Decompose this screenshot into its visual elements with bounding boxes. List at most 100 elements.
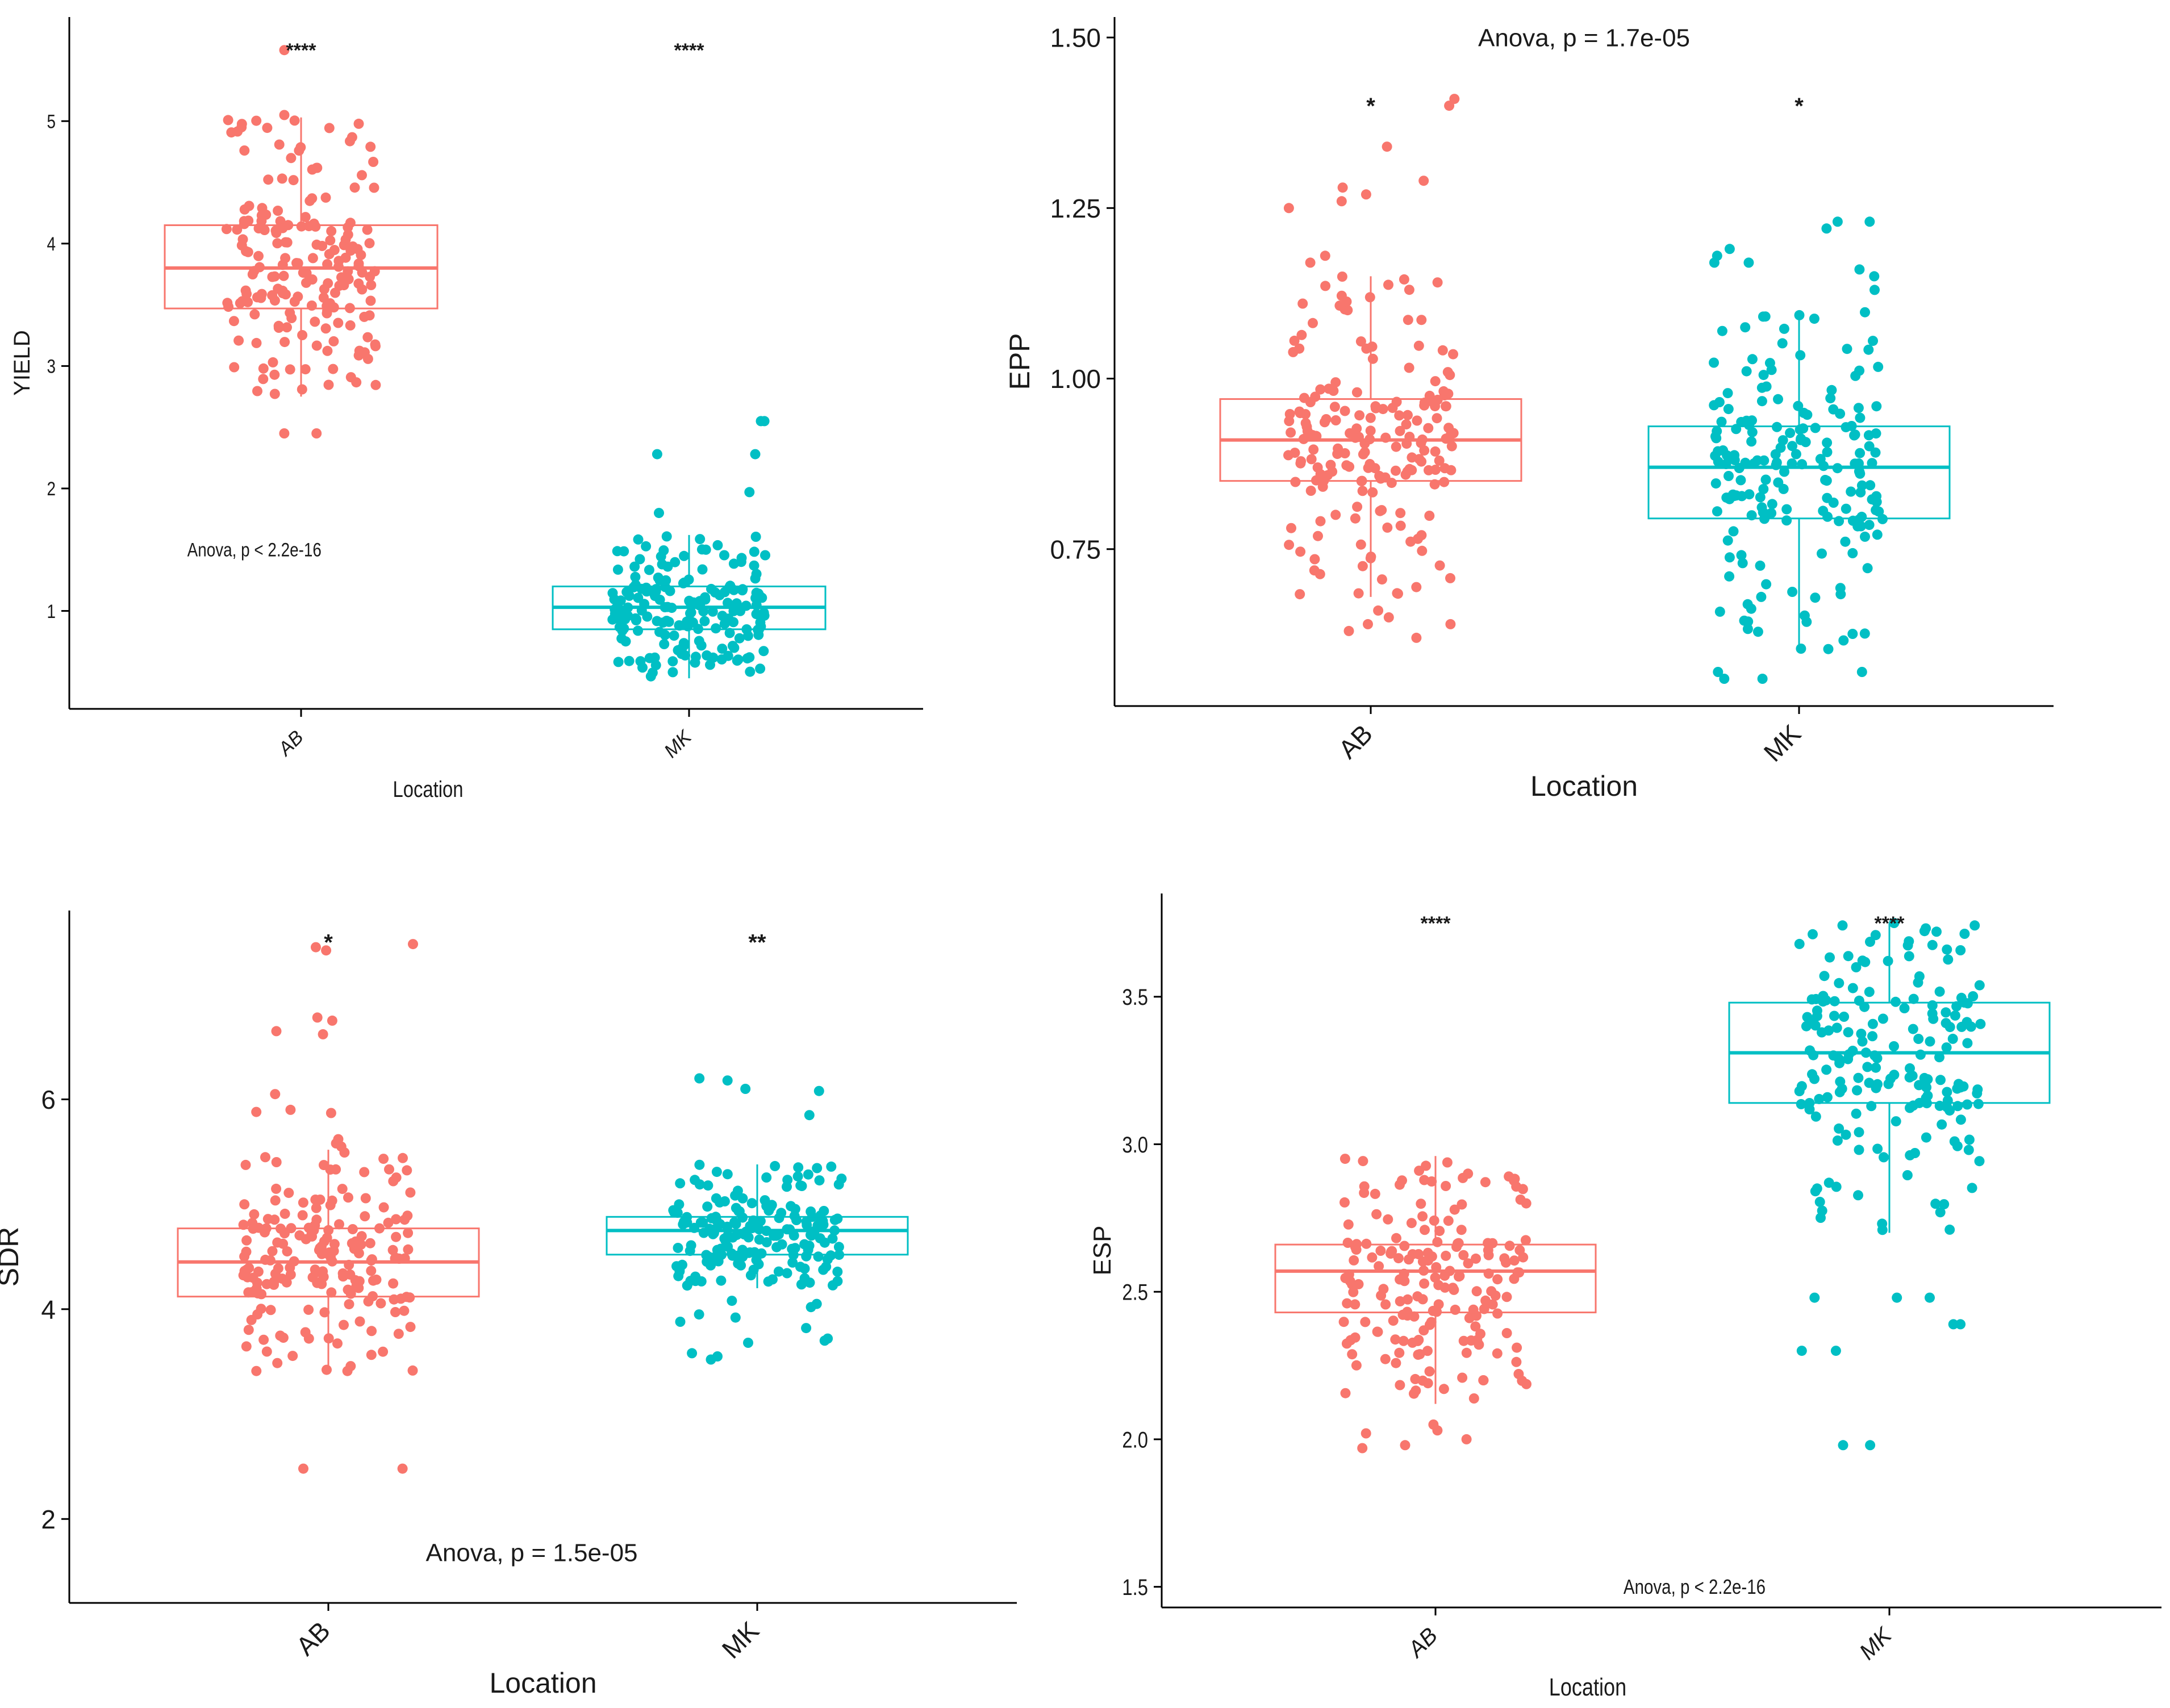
data-point [239, 145, 250, 156]
data-point [1810, 423, 1821, 433]
data-point [1871, 505, 1881, 516]
data-point [1834, 516, 1844, 527]
data-point [1383, 612, 1394, 623]
data-point [1341, 1338, 1352, 1349]
data-point [1413, 1249, 1424, 1259]
data-point [1755, 560, 1766, 571]
data-point [1416, 1198, 1426, 1209]
data-point [1404, 1254, 1414, 1265]
data-point [1921, 923, 1931, 934]
data-point [261, 1346, 272, 1357]
data-point [712, 540, 723, 550]
data-point [827, 1233, 838, 1244]
data-point [641, 541, 652, 552]
data-point [1395, 1179, 1405, 1190]
data-point [1448, 428, 1459, 439]
data-point [1386, 1247, 1397, 1258]
data-point [371, 1274, 382, 1285]
data-point [1517, 1375, 1528, 1386]
data-point [1942, 1102, 1952, 1113]
data-point [1839, 1012, 1850, 1022]
data-point [788, 1230, 799, 1241]
data-point [331, 1164, 341, 1175]
data-point [700, 544, 711, 555]
data-point [1864, 441, 1875, 452]
data-point [1353, 588, 1364, 599]
data-point [405, 1187, 416, 1198]
y-tick-label: 3 [47, 356, 56, 377]
data-point [221, 224, 232, 235]
data-point [280, 253, 291, 264]
data-point [711, 1167, 722, 1177]
data-point [1871, 1083, 1881, 1093]
data-point [298, 1463, 308, 1474]
data-point [619, 546, 629, 557]
data-point [342, 1365, 353, 1376]
data-point [310, 1264, 320, 1275]
data-point [271, 1026, 282, 1037]
data-point [719, 550, 729, 561]
data-point [1868, 336, 1878, 346]
data-point [378, 1202, 389, 1213]
data-point [806, 1206, 816, 1217]
data-point [1801, 1021, 1812, 1032]
data-point [1339, 406, 1350, 416]
data-point [1883, 955, 1893, 966]
data-point [1740, 322, 1751, 333]
data-point [1879, 1152, 1889, 1163]
data-point [388, 1278, 399, 1289]
data-point [1943, 954, 1954, 965]
data-point [1407, 465, 1417, 475]
data-point [745, 666, 756, 677]
data-point [804, 1110, 815, 1121]
data-point [1448, 349, 1458, 360]
data-point [684, 596, 695, 607]
data-point [1442, 1157, 1453, 1168]
data-point [1390, 1334, 1401, 1345]
data-point [1802, 1012, 1813, 1022]
data-point [391, 1172, 402, 1183]
y-tick-label: 1.25 [1050, 194, 1101, 223]
data-point [1736, 550, 1747, 561]
data-point [756, 416, 766, 427]
data-point [1504, 1171, 1514, 1182]
y-tick-label: 1 [47, 600, 56, 622]
data-point [653, 573, 663, 583]
data-point [1973, 1099, 1984, 1109]
group-mk: * [1647, 94, 1951, 684]
data-point [321, 945, 332, 956]
data-point [1461, 1347, 1472, 1358]
data-point [1779, 466, 1789, 477]
x-tick-label-ab: AB [273, 726, 307, 761]
data-point [1441, 1250, 1451, 1261]
data-point [1724, 244, 1735, 254]
data-point [243, 247, 253, 257]
data-point [1822, 492, 1833, 503]
data-point [1856, 480, 1867, 491]
data-point [661, 531, 672, 542]
data-point [408, 939, 418, 950]
data-point [319, 1160, 329, 1171]
data-point [1908, 1024, 1918, 1034]
data-point [1870, 930, 1881, 941]
data-point [1735, 475, 1746, 486]
data-point [1458, 1250, 1469, 1260]
data-point [1305, 486, 1316, 496]
data-point [716, 1275, 727, 1286]
data-point [633, 534, 644, 545]
data-point [1512, 1342, 1522, 1353]
data-point [1851, 1108, 1862, 1119]
data-point [1320, 281, 1331, 291]
y-tick-label: 2 [47, 478, 56, 500]
data-point [1742, 599, 1753, 609]
data-point [348, 241, 358, 252]
data-point [1430, 1272, 1441, 1283]
data-point [1439, 1270, 1450, 1281]
y-tick-label: 0.75 [1050, 534, 1101, 564]
data-point [674, 620, 685, 631]
data-point [366, 1266, 377, 1276]
data-point [722, 1169, 733, 1180]
data-point [679, 1217, 689, 1227]
data-point [1437, 345, 1448, 356]
